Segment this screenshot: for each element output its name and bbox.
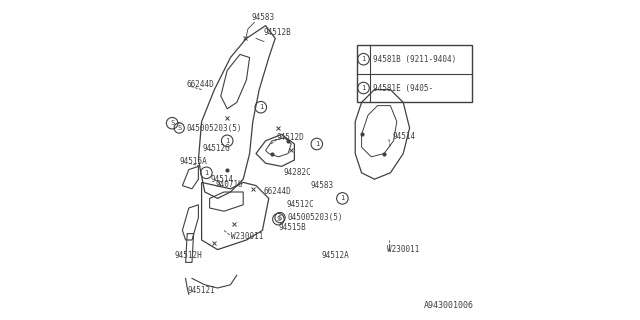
Text: W230011: W230011 xyxy=(387,245,420,254)
Text: 94515A: 94515A xyxy=(179,157,207,166)
Text: 1: 1 xyxy=(204,170,209,176)
Text: 66244D: 66244D xyxy=(264,188,292,196)
Text: 1: 1 xyxy=(362,85,365,91)
Text: 94583: 94583 xyxy=(251,13,275,22)
Text: 94512A: 94512A xyxy=(322,252,349,260)
Text: 045005203(5): 045005203(5) xyxy=(287,213,342,222)
Text: S: S xyxy=(278,215,282,220)
Text: 94282C: 94282C xyxy=(283,168,311,177)
Text: 94512I: 94512I xyxy=(187,286,215,295)
Text: 94512H: 94512H xyxy=(174,252,202,260)
Text: 94581E (9405-: 94581E (9405- xyxy=(372,84,433,92)
Text: 94512C: 94512C xyxy=(287,200,314,209)
Text: 94512G: 94512G xyxy=(202,144,230,153)
Text: 94514: 94514 xyxy=(393,132,416,140)
Text: 94583: 94583 xyxy=(310,181,333,190)
Text: 94514: 94514 xyxy=(211,175,234,184)
Text: 1: 1 xyxy=(225,138,229,144)
Text: S: S xyxy=(276,216,280,222)
Text: A943001006: A943001006 xyxy=(424,301,474,310)
Text: 94512D: 94512D xyxy=(277,133,305,142)
Text: 66244D: 66244D xyxy=(186,80,214,89)
Text: 1: 1 xyxy=(259,104,263,110)
Text: S: S xyxy=(177,125,181,131)
Text: S: S xyxy=(170,120,174,126)
Text: 1: 1 xyxy=(315,141,319,147)
Text: 94512B: 94512B xyxy=(264,28,292,36)
Text: 94515B: 94515B xyxy=(278,223,306,232)
Text: W230011: W230011 xyxy=(231,232,264,241)
Text: 1: 1 xyxy=(340,196,344,201)
Text: 94071U: 94071U xyxy=(216,180,244,188)
Text: 94581B (9211-9404): 94581B (9211-9404) xyxy=(372,55,456,64)
Text: 1: 1 xyxy=(362,56,365,62)
Text: 045005203(5): 045005203(5) xyxy=(186,124,242,132)
